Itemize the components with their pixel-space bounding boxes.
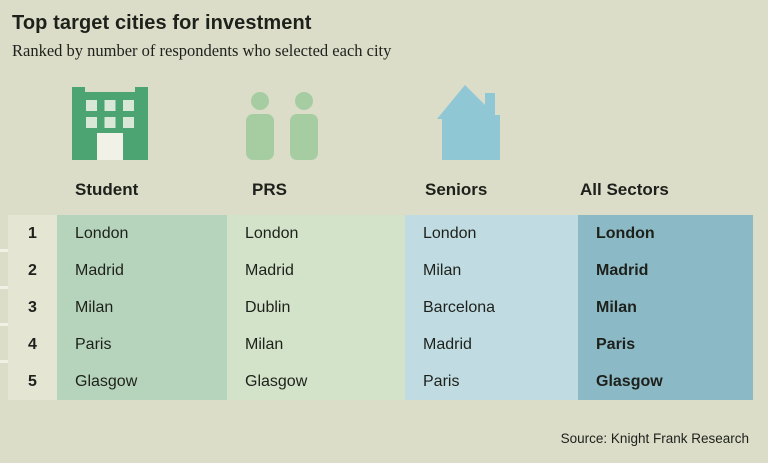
source-credit: Source: Knight Frank Research <box>560 431 749 446</box>
building-icon <box>72 87 148 160</box>
rank-cell: 5 <box>8 363 57 400</box>
house-icon <box>437 85 500 160</box>
seniors-cell: Milan <box>405 252 578 289</box>
all-sectors-cell: London <box>578 215 753 252</box>
rank-cell: 4 <box>8 326 57 363</box>
table-row: 5 Glasgow Glasgow Paris Glasgow <box>0 363 753 400</box>
all-sectors-cell: Madrid <box>578 252 753 289</box>
all-sectors-cell: Milan <box>578 289 753 326</box>
column-header-seniors: Seniors <box>425 180 488 199</box>
student-cell: Madrid <box>57 252 227 289</box>
prs-cell: Dublin <box>227 289 405 326</box>
prs-cell: Madrid <box>227 252 405 289</box>
all-sectors-cell: Glasgow <box>578 363 753 400</box>
student-cell: Paris <box>57 326 227 363</box>
rank-cell: 1 <box>8 215 57 252</box>
column-header-student: Student <box>75 180 139 199</box>
page-subtitle: Ranked by number of respondents who sele… <box>12 41 392 60</box>
prs-cell: Glasgow <box>227 363 405 400</box>
table-row: 4 Paris Milan Madrid Paris <box>0 326 753 363</box>
rank-cell: 3 <box>8 289 57 326</box>
table-row: 2 Madrid Madrid Milan Madrid <box>0 252 753 289</box>
seniors-cell: London <box>405 215 578 252</box>
seniors-cell: Paris <box>405 363 578 400</box>
column-header-prs: PRS <box>252 180 287 199</box>
seniors-cell: Madrid <box>405 326 578 363</box>
student-cell: Milan <box>57 289 227 326</box>
student-cell: Glasgow <box>57 363 227 400</box>
people-icon <box>246 92 318 160</box>
ranking-table: 1 London London London London 2 Madrid M… <box>0 215 753 400</box>
table-row: 3 Milan Dublin Barcelona Milan <box>0 289 753 326</box>
student-cell: London <box>57 215 227 252</box>
table-row: 1 London London London London <box>0 215 753 252</box>
page-title: Top target cities for investment <box>12 12 312 34</box>
all-sectors-cell: Paris <box>578 326 753 363</box>
seniors-cell: Barcelona <box>405 289 578 326</box>
column-header-all-sectors: All Sectors <box>580 180 669 199</box>
prs-cell: Milan <box>227 326 405 363</box>
prs-cell: London <box>227 215 405 252</box>
rank-cell: 2 <box>8 252 57 289</box>
